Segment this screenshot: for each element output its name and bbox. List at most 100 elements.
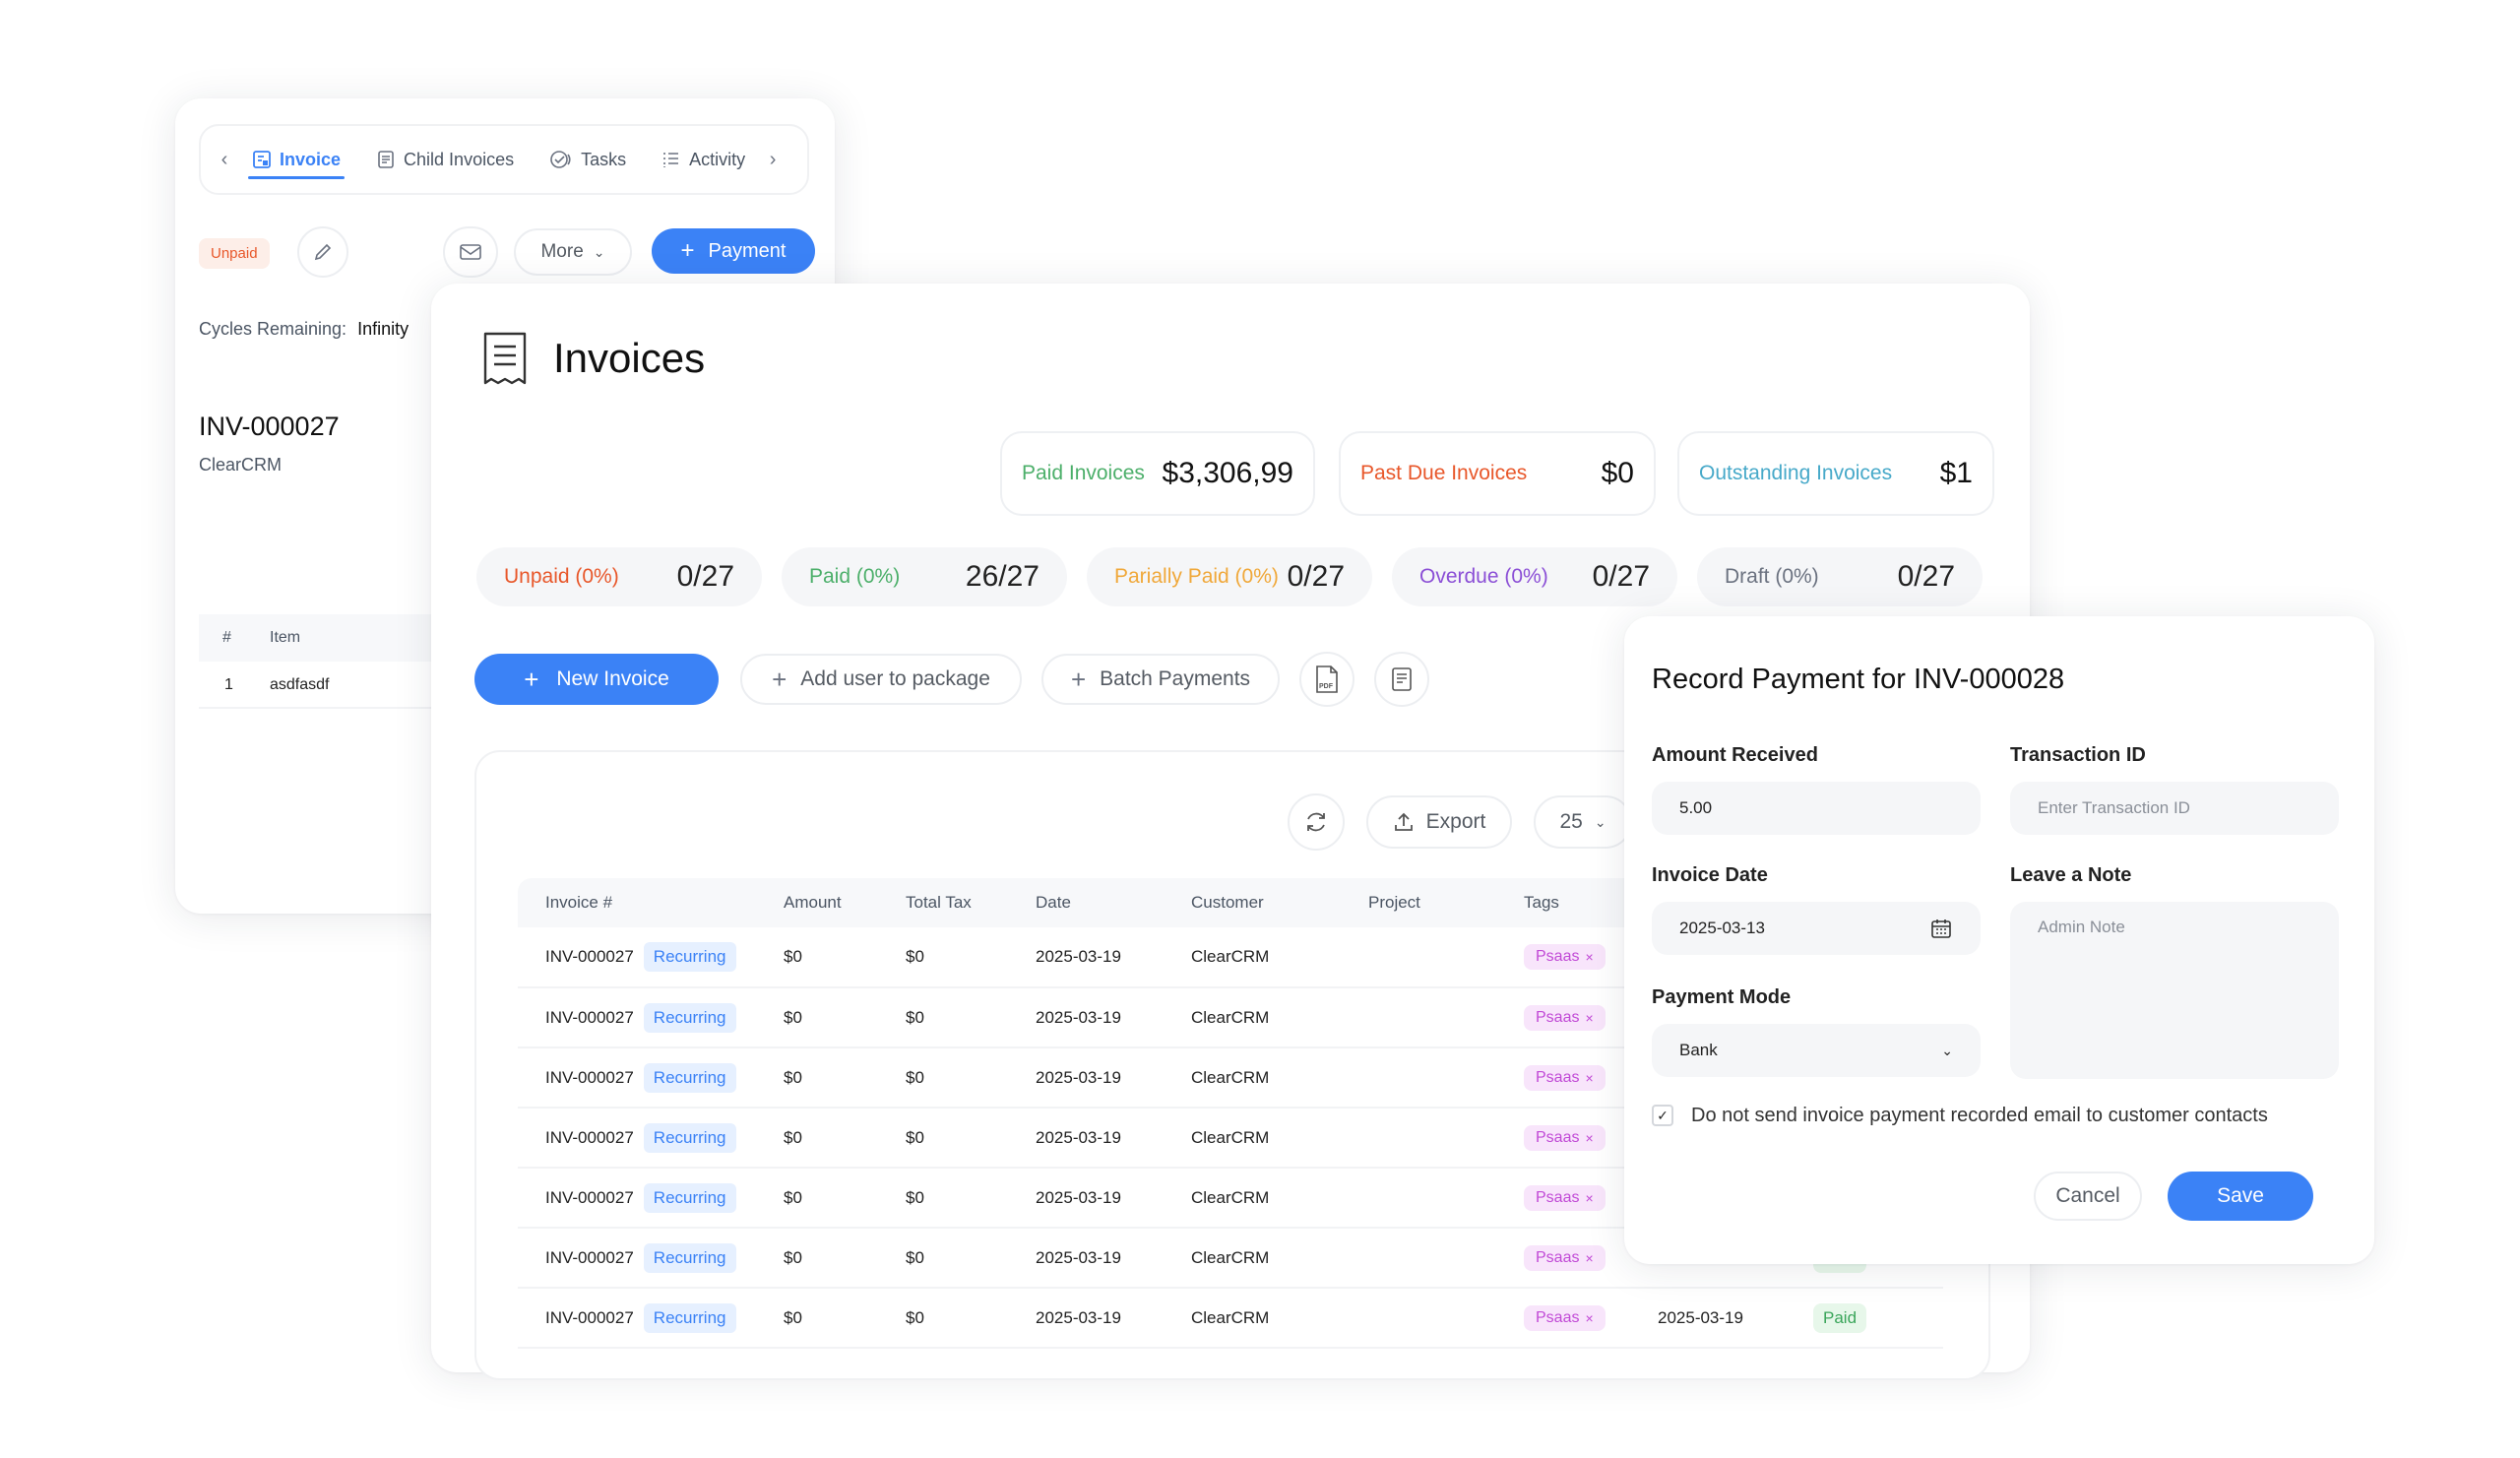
tab-tasks-label: Tasks <box>581 149 627 169</box>
cell-invoice-number[interactable]: INV-000027 Recurring <box>518 1288 784 1349</box>
column-customer[interactable]: Customer <box>1191 878 1368 927</box>
cell-customer[interactable]: ClearCRM <box>1191 1228 1368 1289</box>
cell-total-tax: $0 <box>906 987 1036 1048</box>
cell-date: 2025-03-19 <box>1036 1288 1191 1349</box>
tag-chip: Psaas × <box>1524 1244 1606 1271</box>
chevron-down-icon: ⌄ <box>1594 813 1606 830</box>
cell-invoice-number[interactable]: INV-000027 Recurring <box>518 1108 784 1169</box>
invoices-table-panel: Export 25 ⌄ Invoice # Amount Total Tax D… <box>474 750 1990 1380</box>
record-payment-modal: Record Payment for INV-000028 Amount Rec… <box>1624 616 2374 1264</box>
status-overdue-value: 0/27 <box>1592 560 1650 593</box>
status-badge: Paid <box>1813 1302 1867 1333</box>
cancel-button[interactable]: Cancel <box>2034 1172 2142 1221</box>
cell-customer[interactable]: ClearCRM <box>1191 1168 1368 1229</box>
status-overdue[interactable]: Overdue (0%) 0/27 <box>1392 547 1677 606</box>
table-row[interactable]: INV-000027 Recurring $0 $0 2025-03-19 ClearCR… <box>518 1288 1943 1349</box>
cell-invoice-number[interactable]: INV-000027 Recurring <box>518 927 784 988</box>
invoice-number-text[interactable]: INV-000027 <box>545 1007 634 1027</box>
invoice-number-text[interactable]: INV-000027 <box>545 1187 634 1207</box>
edit-button[interactable] <box>297 226 348 278</box>
chevron-left-icon[interactable]: ‹ <box>220 148 228 170</box>
batch-payments-button[interactable]: + Batch Payments <box>1041 654 1280 705</box>
refresh-button[interactable] <box>1288 793 1345 851</box>
chevron-right-icon[interactable]: › <box>769 148 777 170</box>
stat-outstanding-label: Outstanding Invoices <box>1699 462 1893 484</box>
email-button[interactable] <box>443 226 498 278</box>
save-button[interactable]: Save <box>2168 1172 2313 1221</box>
new-invoice-button[interactable]: + New Invoice <box>474 654 719 705</box>
tab-invoice[interactable]: Invoice <box>234 124 358 195</box>
cell-project <box>1368 1168 1524 1229</box>
invoice-number-text[interactable]: INV-000027 <box>545 1067 634 1087</box>
tab-child-invoices[interactable]: Child Invoices <box>358 124 532 195</box>
status-unpaid[interactable]: Unpaid (0%) 0/27 <box>476 547 762 606</box>
cell-customer[interactable]: ClearCRM <box>1191 987 1368 1048</box>
company-name: ClearCRM <box>199 455 283 475</box>
admin-note-textarea[interactable]: Admin Note <box>2010 902 2339 1079</box>
cell-invoice-number[interactable]: INV-000027 Recurring <box>518 1047 784 1109</box>
amount-received-label: Amount Received <box>1652 744 1818 766</box>
amount-received-input[interactable]: 5.00 <box>1652 782 1981 835</box>
close-icon[interactable]: × <box>1585 1309 1594 1326</box>
cell-customer[interactable]: ClearCRM <box>1191 927 1368 988</box>
tag-label: Psaas <box>1536 1188 1580 1206</box>
close-icon[interactable]: × <box>1585 1009 1594 1026</box>
payment-mode-label: Payment Mode <box>1652 986 1792 1008</box>
close-icon[interactable]: × <box>1585 949 1594 965</box>
cell-date: 2025-03-19 <box>1036 1228 1191 1289</box>
add-user-to-package-button[interactable]: + Add user to package <box>740 654 1022 705</box>
cell-invoice-number[interactable]: INV-000027 Recurring <box>518 1228 784 1289</box>
pdf-button[interactable]: PDF <box>1299 652 1354 707</box>
cell-customer[interactable]: ClearCRM <box>1191 1288 1368 1349</box>
cell-customer[interactable]: ClearCRM <box>1191 1108 1368 1169</box>
no-email-checkbox-label: Do not send invoice payment recorded ema… <box>1691 1105 2268 1126</box>
column-project[interactable]: Project <box>1368 878 1524 927</box>
more-dropdown[interactable]: More ⌄ <box>514 228 632 276</box>
status-draft[interactable]: Draft (0%) 0/27 <box>1697 547 1983 606</box>
mail-icon <box>460 244 481 260</box>
pdf-icon: PDF <box>1316 666 1338 693</box>
transaction-id-input[interactable]: Enter Transaction ID <box>2010 782 2339 835</box>
column-invoice-number[interactable]: Invoice # <box>518 878 784 927</box>
calendar-icon[interactable] <box>1929 917 1953 940</box>
status-partially-paid-value: 0/27 <box>1287 560 1345 593</box>
invoice-number-text[interactable]: INV-000027 <box>545 1247 634 1267</box>
close-icon[interactable]: × <box>1585 1189 1594 1206</box>
cell-invoice-number[interactable]: INV-000027 Recurring <box>518 1168 784 1229</box>
tab-tasks[interactable]: Tasks <box>532 124 644 195</box>
page-size-select[interactable]: 25 ⌄ <box>1534 795 1632 849</box>
no-email-checkbox[interactable]: ✓ <box>1652 1105 1673 1126</box>
invoice-number-text[interactable]: INV-000027 <box>545 1307 634 1327</box>
tag-chip: Psaas × <box>1524 1304 1606 1331</box>
column-date[interactable]: Date <box>1036 878 1191 927</box>
status-unpaid-label: Unpaid (0%) <box>504 565 619 588</box>
cell-customer[interactable]: ClearCRM <box>1191 1047 1368 1109</box>
tab-activity[interactable]: Activity <box>644 124 763 195</box>
invoice-date-input[interactable]: 2025-03-13 <box>1652 902 1981 955</box>
status-paid[interactable]: Paid (0%) 26/27 <box>782 547 1067 606</box>
cell-invoice-number[interactable]: INV-000027 Recurring <box>518 987 784 1048</box>
export-button[interactable]: Export <box>1366 795 1512 849</box>
close-icon[interactable]: × <box>1585 1249 1594 1266</box>
close-icon[interactable]: × <box>1585 1069 1594 1086</box>
checkmark-icon: ✓ <box>1657 1107 1669 1123</box>
invoice-number-text[interactable]: INV-000027 <box>545 1127 634 1147</box>
add-payment-button[interactable]: + Payment <box>652 228 815 274</box>
status-partially-paid[interactable]: Parially Paid (0%) 0/27 <box>1087 547 1372 606</box>
invoice-number-text[interactable]: INV-000027 <box>545 947 634 966</box>
column-total-tax[interactable]: Total Tax <box>906 878 1036 927</box>
svg-text:PDF: PDF <box>1319 683 1334 690</box>
close-icon[interactable]: × <box>1585 1129 1594 1146</box>
plus-icon: + <box>772 664 788 694</box>
payment-mode-select[interactable]: Bank ⌄ <box>1652 1024 1981 1077</box>
cell-project <box>1368 1047 1524 1109</box>
cell-status: Paid <box>1813 1288 1943 1349</box>
column-amount[interactable]: Amount <box>784 878 906 927</box>
cell-tags: Psaas × <box>1524 1288 1658 1349</box>
stat-past-due-invoices: Past Due Invoices $0 <box>1339 431 1656 516</box>
document-icon <box>378 151 394 168</box>
items-header-num: # <box>222 629 231 646</box>
list-report-button[interactable] <box>1374 652 1429 707</box>
tab-invoice-label: Invoice <box>280 149 342 169</box>
recurring-badge: Recurring <box>643 1122 736 1153</box>
